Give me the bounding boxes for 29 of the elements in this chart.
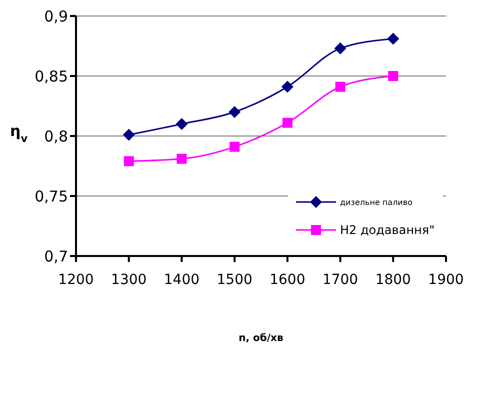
- point: [228, 106, 241, 118]
- point: [335, 82, 346, 92]
- y-tick-label: 0,8: [44, 127, 68, 146]
- point: [334, 42, 346, 54]
- x-tick-label: 1700: [322, 272, 358, 288]
- point: [122, 128, 135, 141]
- legend-label: Н2 додавання": [340, 223, 435, 237]
- x-tick-label: 1200: [58, 272, 94, 288]
- x-axis-title: n, об/хв: [238, 333, 284, 344]
- x-tick-label: 1300: [111, 272, 147, 288]
- x-tick-label: 1400: [164, 272, 200, 288]
- point: [388, 71, 398, 81]
- point: [176, 154, 187, 164]
- point: [281, 80, 294, 93]
- point: [387, 32, 400, 45]
- x-tick-label: 1800: [375, 272, 411, 288]
- point: [230, 142, 240, 152]
- x-tick-label: 1900: [428, 272, 464, 288]
- x-tick-label: 1600: [270, 272, 306, 288]
- y-tick-label: 0,9: [44, 7, 68, 26]
- x-tick-label: 1500: [216, 272, 252, 288]
- point: [176, 118, 188, 130]
- y-axis-title: η$_{v}$: [10, 122, 28, 145]
- legend-label: дизельне паливо: [340, 198, 412, 206]
- point: [282, 118, 292, 128]
- y-tick-label: 0,7: [44, 247, 68, 266]
- y-tick-label: 0,85: [34, 67, 68, 86]
- y-tick-label: 0,75: [34, 187, 68, 206]
- point: [124, 156, 134, 166]
